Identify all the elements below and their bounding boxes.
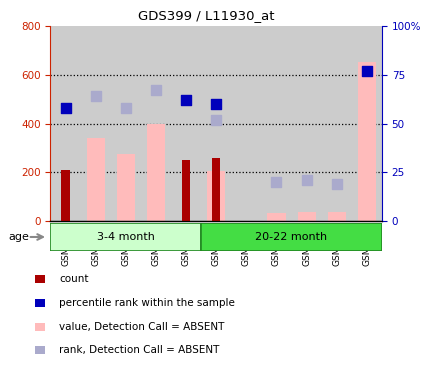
Bar xyxy=(50,223,201,251)
Bar xyxy=(171,26,201,221)
Bar xyxy=(147,123,165,221)
Bar xyxy=(201,26,231,221)
Bar xyxy=(50,26,81,221)
Bar xyxy=(261,26,291,221)
Text: percentile rank within the sample: percentile rank within the sample xyxy=(59,298,235,308)
Bar xyxy=(291,26,321,221)
Bar xyxy=(321,26,351,221)
Bar xyxy=(351,26,381,221)
Bar xyxy=(297,212,315,221)
Point xyxy=(302,178,309,183)
Point xyxy=(212,101,219,107)
Bar xyxy=(81,26,110,221)
Point xyxy=(363,68,370,74)
Bar xyxy=(267,213,285,221)
Bar xyxy=(86,138,105,221)
Bar xyxy=(61,170,70,221)
Text: age: age xyxy=(9,232,30,242)
Point xyxy=(92,93,99,99)
Bar xyxy=(117,154,134,221)
Bar xyxy=(181,160,190,221)
Bar xyxy=(141,26,171,221)
Bar xyxy=(207,171,225,221)
Text: GDS399 / L11930_at: GDS399 / L11930_at xyxy=(138,9,274,22)
Point xyxy=(272,179,279,185)
Bar xyxy=(231,26,261,221)
Text: value, Detection Call = ABSENT: value, Detection Call = ABSENT xyxy=(59,322,224,332)
Point xyxy=(332,181,339,187)
Point xyxy=(62,105,69,111)
Point xyxy=(122,105,129,111)
Bar xyxy=(212,158,220,221)
Bar xyxy=(327,212,345,221)
Bar xyxy=(201,223,381,251)
Bar xyxy=(110,26,141,221)
Point xyxy=(182,97,189,103)
Text: 20-22 month: 20-22 month xyxy=(255,232,327,242)
Point xyxy=(212,117,219,123)
Text: rank, Detection Call = ABSENT: rank, Detection Call = ABSENT xyxy=(59,346,219,355)
Bar xyxy=(357,62,375,221)
Text: 3-4 month: 3-4 month xyxy=(97,232,155,242)
Point xyxy=(152,87,159,93)
Text: count: count xyxy=(59,274,88,284)
